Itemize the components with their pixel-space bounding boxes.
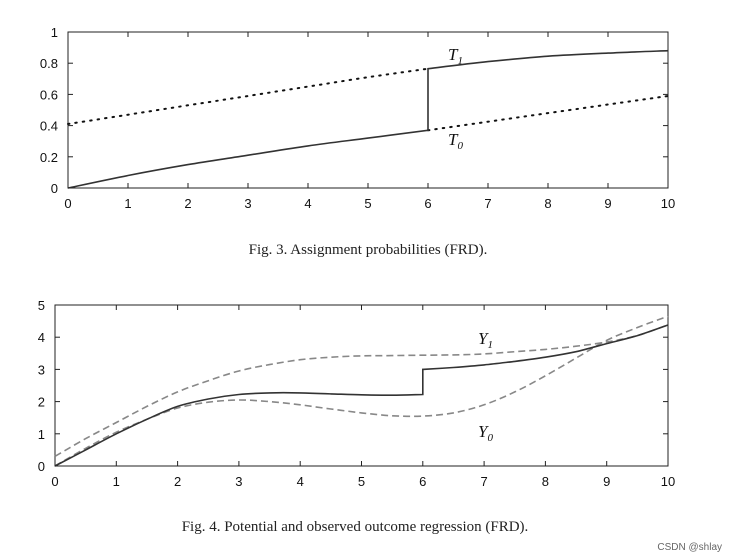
- x-tick-label: 5: [358, 474, 365, 489]
- caption-fig4: Fig. 4. Potential and observed outcome r…: [182, 519, 529, 535]
- y-tick-label: 2: [38, 395, 45, 410]
- curve-label-y1: Y1: [478, 329, 493, 351]
- series-group: [67, 49, 669, 189]
- y-tick-label: 0.2: [40, 150, 58, 165]
- x-tick-label: 10: [661, 474, 675, 489]
- x-axis: 0 1 2 3 4 5 6 7 8 9 10: [64, 32, 675, 211]
- x-axis: 0 1 2 3 4 5 6 7 8 9 10: [51, 305, 675, 489]
- watermark: CSDN @shlay: [657, 542, 722, 553]
- curve-label-t0: T0: [448, 130, 463, 152]
- series-line-dotted-t1: [67, 67, 429, 125]
- y-tick-label: 0: [51, 181, 58, 196]
- x-tick-label: 1: [124, 196, 131, 211]
- series-line-dashed-y0: [54, 315, 669, 467]
- x-tick-label: 8: [544, 196, 551, 211]
- x-tick-label: 9: [604, 196, 611, 211]
- y-tick-label: 4: [38, 330, 45, 345]
- x-tick-label: 7: [484, 196, 491, 211]
- y-tick-label: 0.4: [40, 119, 58, 134]
- x-tick-label: 6: [424, 196, 431, 211]
- caption-fig3: Fig. 3. Assignment probabilities (FRD).: [249, 242, 488, 258]
- x-tick-label: 4: [297, 474, 304, 489]
- assignment-probabilities-chart: 0 1 2 3 4 5 6 7 8 9 10 0 0.2 0.4 0.6 0.8 1 T1 T0 Fig. 3…: [40, 25, 675, 258]
- y-tick-label: 0.8: [40, 56, 58, 71]
- x-tick-label: 3: [235, 474, 242, 489]
- series-line-solid-observed: [54, 324, 669, 467]
- plot-frame: [54, 304, 669, 467]
- y-axis: 0 1 2 3 4 5: [38, 298, 668, 474]
- y-tick-label: 0.6: [40, 87, 58, 102]
- x-tick-label: 2: [174, 474, 181, 489]
- x-tick-label: 4: [304, 196, 311, 211]
- series-line-dotted-t0: [427, 95, 669, 132]
- y-tick-label: 1: [51, 25, 58, 40]
- series-group: [54, 315, 669, 467]
- x-tick-label: 8: [542, 474, 549, 489]
- x-tick-label: 5: [364, 196, 371, 211]
- x-tick-label: 7: [480, 474, 487, 489]
- x-tick-label: 0: [64, 196, 71, 211]
- x-tick-label: 6: [419, 474, 426, 489]
- curve-label-t1: T1: [448, 45, 463, 67]
- x-tick-label: 0: [51, 474, 58, 489]
- y-tick-label: 0: [38, 459, 45, 474]
- x-tick-label: 1: [113, 474, 120, 489]
- x-tick-label: 9: [603, 474, 610, 489]
- y-tick-label: 1: [38, 427, 45, 442]
- y-tick-label: 3: [38, 362, 45, 377]
- x-tick-label: 3: [244, 196, 251, 211]
- curve-label-y0: Y0: [478, 422, 493, 444]
- outcome-regression-chart: 0 1 2 3 4 5 6 7 8 9 10 0 1 2 3 4 5 Y1 Y0 Fig. 4. Potent…: [38, 298, 675, 535]
- series-line-dashed-y1: [54, 324, 669, 457]
- series-line-solid-observed: [67, 49, 669, 189]
- x-tick-label: 2: [184, 196, 191, 211]
- y-axis: 0 0.2 0.4 0.6 0.8 1: [40, 25, 668, 196]
- y-tick-label: 5: [38, 298, 45, 313]
- x-tick-label: 10: [661, 196, 675, 211]
